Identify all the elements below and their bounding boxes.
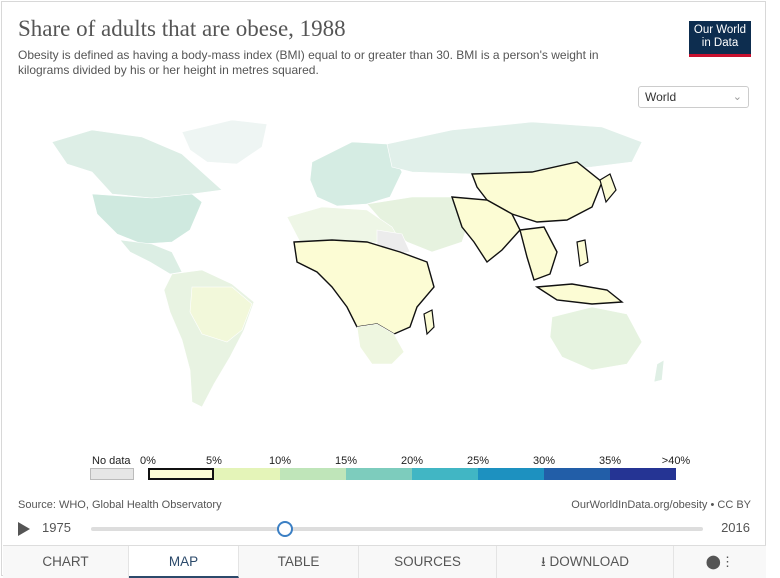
map-region-sub-saharan-africa xyxy=(293,239,435,335)
map-region-southeast-asia xyxy=(519,226,558,281)
timeline-start-year: 1975 xyxy=(42,520,71,535)
map-region-south-asia xyxy=(450,196,521,264)
legend-tick-label: 20% xyxy=(400,455,424,467)
legend-nodata-swatch xyxy=(90,468,134,480)
map-region-southern-africa xyxy=(356,323,405,365)
map-region-russia xyxy=(386,121,643,175)
owid-logo[interactable]: Our World in Data xyxy=(689,21,751,57)
map-region-japan xyxy=(599,173,617,204)
legend-nodata-label: No data xyxy=(92,455,131,467)
tab-share[interactable]: ⬤⋮ xyxy=(674,546,766,578)
map-region-usa xyxy=(91,193,203,245)
legend-tick-label: 10% xyxy=(268,455,292,467)
map-legend: No data 0% 5% 10% 15% 20% 25% 30% 35% >40% xyxy=(90,455,690,485)
map-region-brazil xyxy=(189,286,253,343)
tab-bar: CHART MAP TABLE SOURCES ⭳ DOWNLOAD ⬤⋮ xyxy=(3,545,766,578)
map-region-new-zealand xyxy=(653,359,665,383)
play-icon[interactable] xyxy=(18,522,30,536)
legend-tick-label: 30% xyxy=(532,455,556,467)
map-region-canada xyxy=(51,129,223,199)
tab-download[interactable]: ⭳ DOWNLOAD xyxy=(497,546,674,578)
map-region-philippines xyxy=(576,239,589,267)
page-title: Share of adults that are obese, 1988 xyxy=(18,16,346,41)
legend-tick-label: 35% xyxy=(598,455,622,467)
logo-line1: Our World xyxy=(693,24,747,36)
legend-tick-label: 5% xyxy=(206,455,222,467)
map-region-greenland xyxy=(181,119,268,165)
tab-table[interactable]: TABLE xyxy=(239,546,359,578)
legend-swatch[interactable] xyxy=(148,468,214,480)
tab-download-label: DOWNLOAD xyxy=(549,554,629,569)
license-link[interactable]: OurWorldInData.org/obesity • CC BY xyxy=(571,499,751,511)
logo-line2: in Data xyxy=(701,37,739,49)
tab-chart[interactable]: CHART xyxy=(3,546,129,578)
timeline: 1975 2016 xyxy=(18,518,758,540)
chart-frame: Share of adults that are obese, 1988 Obe… xyxy=(1,1,766,578)
map-region-madagascar xyxy=(423,309,435,336)
timeline-slider[interactable] xyxy=(91,521,703,537)
tab-map[interactable]: MAP xyxy=(129,546,239,578)
map-region-central-america xyxy=(119,239,183,275)
map-region-indonesia xyxy=(534,283,624,305)
legend-tick-label: 25% xyxy=(466,455,490,467)
legend-swatch[interactable] xyxy=(346,468,412,480)
legend-tick-label: >40% xyxy=(661,455,691,467)
world-map[interactable] xyxy=(32,102,752,442)
timeline-end-year: 2016 xyxy=(721,520,750,535)
page-subtitle: Obesity is defined as having a body-mass… xyxy=(18,48,599,77)
legend-swatch[interactable] xyxy=(412,468,478,480)
timeline-handle[interactable] xyxy=(277,521,294,537)
map-region-australia xyxy=(549,306,643,371)
legend-swatch[interactable] xyxy=(214,468,280,480)
map-region-china xyxy=(470,161,603,223)
legend-tick-label: 0% xyxy=(140,455,156,467)
download-icon: ⭳ xyxy=(540,554,546,569)
map-region-europe xyxy=(309,141,403,207)
legend-swatch[interactable] xyxy=(280,468,346,480)
region-select[interactable]: World ⌄ xyxy=(638,86,749,108)
legend-swatch[interactable] xyxy=(544,468,610,480)
tab-sources[interactable]: SOURCES xyxy=(359,546,497,578)
chevron-down-icon: ⌄ xyxy=(732,91,742,103)
legend-swatch[interactable] xyxy=(610,468,676,480)
share-icon: ⬤⋮ xyxy=(705,554,735,569)
region-select-value: World xyxy=(645,90,677,104)
legend-tick-label: 15% xyxy=(334,455,358,467)
source-note: Source: WHO, Global Health Observatory xyxy=(18,499,222,511)
legend-swatch[interactable] xyxy=(478,468,544,480)
